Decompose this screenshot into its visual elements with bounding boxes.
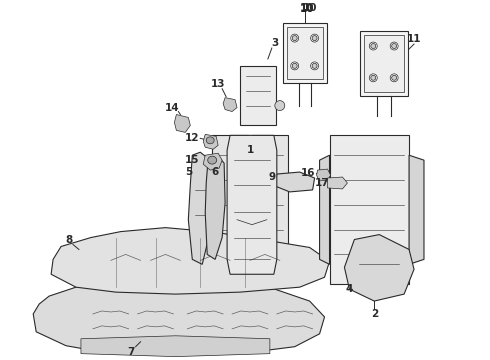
Ellipse shape bbox=[292, 63, 297, 68]
Polygon shape bbox=[33, 279, 324, 356]
Polygon shape bbox=[409, 155, 424, 264]
Ellipse shape bbox=[208, 156, 217, 164]
Ellipse shape bbox=[312, 36, 317, 41]
Polygon shape bbox=[240, 66, 276, 125]
Ellipse shape bbox=[369, 42, 377, 50]
Polygon shape bbox=[174, 114, 190, 132]
Ellipse shape bbox=[390, 74, 398, 82]
Text: 2: 2 bbox=[370, 309, 378, 319]
Ellipse shape bbox=[291, 62, 299, 70]
Text: 13: 13 bbox=[211, 79, 225, 89]
Polygon shape bbox=[252, 135, 288, 260]
Text: 15: 15 bbox=[185, 155, 199, 165]
Text: 17: 17 bbox=[315, 178, 330, 188]
Polygon shape bbox=[319, 155, 329, 264]
Text: 11: 11 bbox=[407, 34, 421, 44]
Polygon shape bbox=[365, 35, 404, 92]
Polygon shape bbox=[287, 27, 322, 79]
Polygon shape bbox=[205, 155, 225, 260]
Text: 1: 1 bbox=[246, 145, 254, 155]
Text: 12: 12 bbox=[185, 133, 199, 143]
Ellipse shape bbox=[371, 44, 376, 49]
Text: 14: 14 bbox=[165, 103, 180, 113]
Text: 10: 10 bbox=[302, 3, 317, 13]
Polygon shape bbox=[360, 31, 408, 96]
Text: 9: 9 bbox=[269, 172, 275, 182]
Ellipse shape bbox=[206, 137, 214, 144]
Text: 7: 7 bbox=[127, 347, 134, 357]
Polygon shape bbox=[51, 228, 329, 294]
Polygon shape bbox=[275, 172, 315, 192]
Ellipse shape bbox=[312, 63, 317, 68]
Ellipse shape bbox=[311, 34, 319, 42]
Ellipse shape bbox=[369, 74, 377, 82]
Ellipse shape bbox=[392, 44, 396, 49]
Ellipse shape bbox=[371, 75, 376, 80]
Polygon shape bbox=[223, 98, 237, 112]
Text: 10: 10 bbox=[299, 3, 314, 13]
Ellipse shape bbox=[390, 42, 398, 50]
Text: 5: 5 bbox=[185, 167, 192, 177]
Text: 8: 8 bbox=[65, 234, 73, 244]
Polygon shape bbox=[81, 336, 270, 357]
Text: 3: 3 bbox=[271, 38, 278, 48]
Text: 10: 10 bbox=[299, 4, 314, 14]
Ellipse shape bbox=[275, 100, 285, 111]
Ellipse shape bbox=[392, 75, 396, 80]
Text: 6: 6 bbox=[212, 167, 219, 177]
Polygon shape bbox=[327, 177, 347, 189]
Ellipse shape bbox=[291, 34, 299, 42]
Polygon shape bbox=[317, 169, 331, 181]
Text: 4: 4 bbox=[346, 284, 353, 294]
Polygon shape bbox=[283, 23, 326, 83]
Polygon shape bbox=[329, 135, 409, 284]
Text: 16: 16 bbox=[300, 168, 315, 178]
Polygon shape bbox=[227, 135, 277, 274]
Polygon shape bbox=[344, 235, 414, 301]
Polygon shape bbox=[203, 153, 222, 170]
Ellipse shape bbox=[311, 62, 319, 70]
Polygon shape bbox=[188, 152, 212, 264]
Polygon shape bbox=[212, 135, 248, 260]
Polygon shape bbox=[203, 134, 218, 149]
Ellipse shape bbox=[292, 36, 297, 41]
